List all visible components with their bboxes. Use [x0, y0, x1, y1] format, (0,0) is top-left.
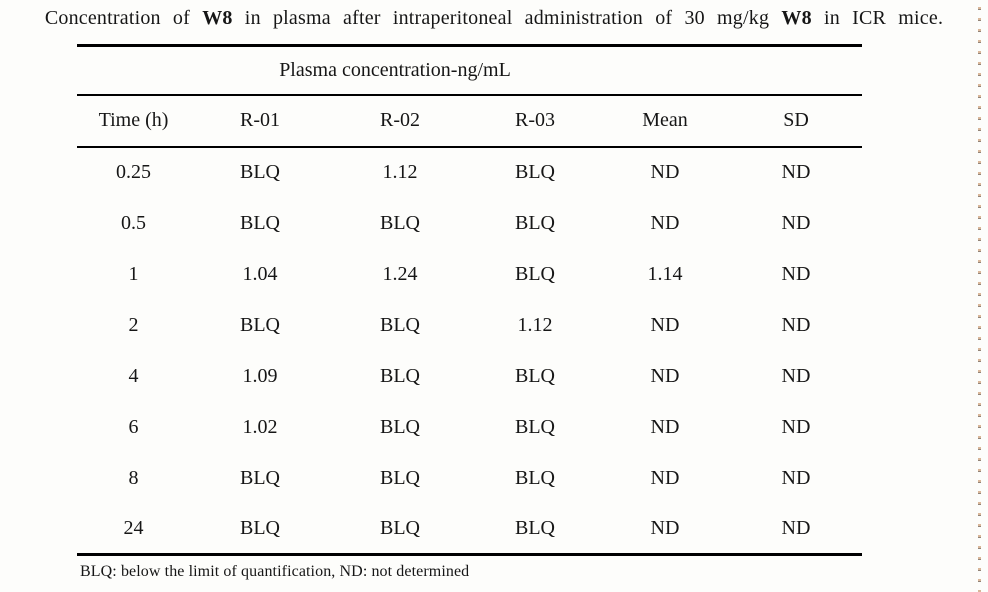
table-row: 0.25 BLQ 1.12 BLQ ND ND	[77, 147, 862, 198]
table-cell: 1.02	[242, 415, 278, 438]
table-cell: ND	[781, 364, 811, 387]
table-cell: 0.25	[116, 161, 151, 183]
table-row: 8 BLQ BLQ BLQ ND ND	[77, 453, 862, 504]
table-cell: 1	[128, 262, 139, 285]
table-cell: 8	[128, 466, 139, 489]
table-cell: 1.12	[382, 161, 418, 183]
table-cell: ND	[650, 313, 680, 336]
table-cell: ND	[650, 364, 680, 387]
caption-text: in ICR mice.	[811, 7, 944, 29]
plasma-concentration-table: Plasma concentration-ng/mL Time (h) R-01…	[77, 44, 862, 556]
table-cell: ND	[781, 262, 811, 285]
table-row: 24 BLQ BLQ BLQ ND ND	[77, 503, 862, 556]
table-cell: ND	[600, 503, 730, 556]
table-cell: ND	[650, 211, 680, 234]
spacer-cell	[77, 45, 190, 96]
table-group-header-row: Plasma concentration-ng/mL	[77, 45, 862, 96]
table-cell: 2	[128, 313, 139, 336]
table-cell: 1.04	[242, 262, 278, 285]
table-cell: BLQ	[330, 503, 470, 556]
page-edge-dotted-line	[978, 0, 981, 592]
table-cell: BLQ	[240, 161, 280, 183]
spacer-cell	[730, 45, 862, 96]
table-cell: 6	[128, 415, 139, 438]
table-row: 4 1.09 BLQ BLQ ND ND	[77, 351, 862, 402]
table-cell: ND	[781, 161, 811, 183]
table-footnote: BLQ: below the limit of quantification, …	[80, 563, 470, 580]
column-header-mean: Mean	[600, 94, 730, 148]
table-cell: 4	[128, 364, 139, 387]
caption-text: Concentration of	[44, 7, 203, 29]
table-header-row: Time (h) R-01 R-02 R-03 Mean SD	[77, 94, 862, 148]
table-row: 1 1.04 1.24 BLQ 1.14 ND	[77, 249, 862, 300]
table-cell: BLQ	[380, 211, 420, 234]
column-header-r03: R-03	[470, 94, 600, 148]
table-cell: BLQ	[515, 161, 555, 183]
table-cell: ND	[781, 313, 811, 336]
table-cell: 1.09	[242, 364, 278, 387]
spacer-cell	[600, 45, 730, 96]
table-cell: 1.24	[382, 262, 418, 285]
table-cell: BLQ	[515, 466, 555, 489]
table-row: 2 BLQ BLQ 1.12 ND ND	[77, 300, 862, 351]
table-cell: BLQ	[240, 211, 280, 234]
table-cell: BLQ	[515, 211, 555, 234]
table-cell: ND	[781, 211, 811, 234]
table-cell: BLQ	[470, 503, 600, 556]
table-cell: BLQ	[240, 466, 280, 489]
table-cell: BLQ	[190, 503, 330, 556]
table-caption: Concentration of W8 in plasma after intr…	[0, 7, 988, 30]
table-cell: BLQ	[380, 415, 420, 438]
table-cell: 1.14	[647, 262, 683, 285]
table-cell: 1.12	[517, 313, 553, 336]
table-row: 0.5 BLQ BLQ BLQ ND ND	[77, 198, 862, 249]
table-cell: BLQ	[515, 262, 555, 285]
column-header-sd: SD	[730, 94, 862, 148]
table-cell: ND	[730, 503, 862, 556]
table-cell: BLQ	[240, 313, 280, 336]
column-header-r01: R-01	[190, 94, 330, 148]
table-cell: BLQ	[515, 364, 555, 387]
table-cell: BLQ	[380, 364, 420, 387]
caption-compound-name: W8	[202, 7, 233, 29]
table-cell: ND	[650, 466, 680, 489]
table-cell: ND	[650, 161, 680, 183]
table-cell: ND	[781, 466, 811, 489]
table-cell: 0.5	[121, 211, 146, 234]
table-cell: 24	[77, 503, 190, 556]
caption-compound-name: W8	[781, 7, 812, 29]
table-cell: BLQ	[380, 466, 420, 489]
table-group-header: Plasma concentration-ng/mL	[190, 45, 600, 96]
table-cell: ND	[781, 415, 811, 438]
table-head: Plasma concentration-ng/mL Time (h) R-01…	[77, 45, 862, 148]
table-body: 0.25 BLQ 1.12 BLQ ND ND 0.5 BLQ BLQ BLQ ND ND 1 1.04 1…	[77, 147, 862, 556]
caption-text: in plasma after intraperitoneal administ…	[232, 7, 782, 29]
table-cell: ND	[650, 415, 680, 438]
column-header-r02: R-02	[330, 94, 470, 148]
table-cell: BLQ	[515, 415, 555, 438]
table-cell: BLQ	[380, 313, 420, 336]
column-header-time: Time (h)	[77, 94, 190, 148]
table-row: 6 1.02 BLQ BLQ ND ND	[77, 402, 862, 453]
